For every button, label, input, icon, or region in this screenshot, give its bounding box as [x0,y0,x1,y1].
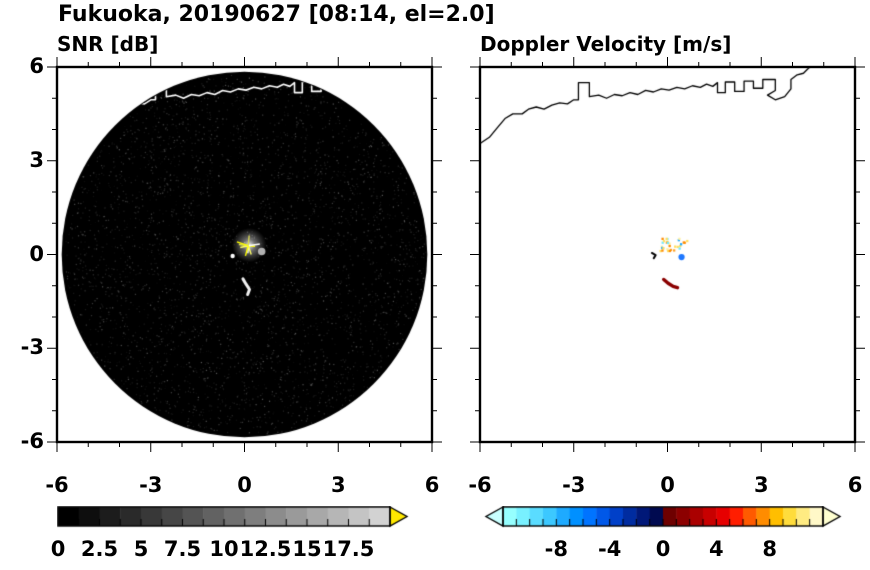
figure-title: Fukuoka, 20190627 [08:14, el=2.0] [58,2,495,27]
x-tick-label: 3 [753,473,769,497]
y-tick-label: 3 [29,147,44,172]
snr-panel [47,57,442,452]
doppler-panel [470,57,865,452]
y-tick-label: 6 [29,54,44,78]
x-tick-label: 0 [660,473,675,497]
colorbar-tick-label: -8 [544,537,568,561]
doppler-colorbar [478,506,846,528]
colorbar-tick-label: 0 [655,537,671,561]
colorbar-tick-label: 0 [50,537,66,561]
doppler-plot-canvas [480,67,855,442]
colorbar-tick-label: -4 [597,537,622,561]
colorbar-tick-label: 2.5 [80,537,119,561]
y-tick-label: 0 [29,241,44,266]
colorbar-tick-label: 17.5 [322,537,375,561]
colorbar-tick-label: 8 [762,537,777,561]
x-tick-label: 6 [847,473,863,497]
x-tick-label: -3 [562,473,586,497]
x-tick-label: 0 [237,473,252,497]
colorbar-tick-label: 4 [709,537,724,561]
colorbar-tick-label: 7.5 [163,537,202,561]
x-tick-label: 3 [330,473,346,497]
doppler-panel-title: Doppler Velocity [m/s] [480,32,732,56]
x-tick-label: -6 [468,473,492,497]
colorbar-tick-label: 5 [133,537,149,561]
colorbar-tick-label: 10 [209,537,239,561]
snr-colorbar [57,506,417,528]
snr-panel-title: SNR [dB] [57,32,159,56]
x-tick-label: -6 [45,473,69,497]
snr-plot-canvas [57,67,432,442]
y-tick-label: -3 [20,335,44,360]
colorbar-tick-label: 12.5 [239,537,292,561]
x-tick-label: 6 [424,473,440,497]
y-tick-label: -6 [20,429,44,453]
colorbar-tick-label: 15 [292,537,322,561]
x-tick-label: -3 [139,473,163,497]
